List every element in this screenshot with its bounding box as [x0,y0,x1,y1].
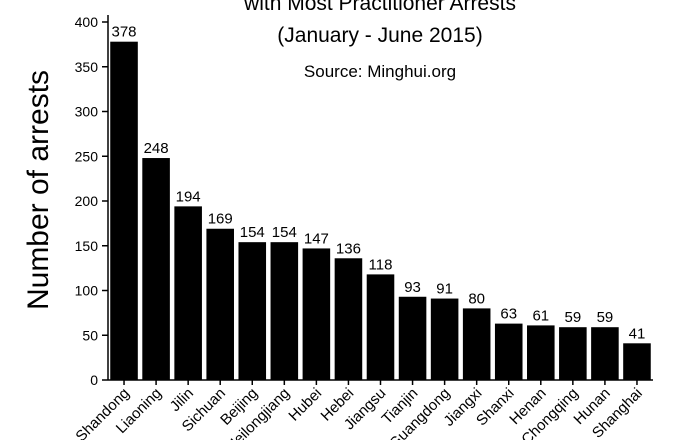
bar [366,274,395,380]
y-tick-label: 300 [75,104,99,120]
bar [334,258,363,380]
bar [559,327,587,380]
bar [174,206,202,380]
y-tick-label: 100 [75,283,99,299]
bar [527,325,555,380]
value-label: 118 [369,256,393,273]
chart-subtitle: (January - June 2015) [277,24,482,47]
bar [494,323,523,380]
y-tick-label: 350 [75,59,99,75]
value-label: 169 [208,211,233,228]
bar [623,343,651,380]
value-label: 378 [112,24,137,41]
value-label: 80 [468,290,485,307]
bar [238,242,267,380]
value-label: 154 [272,224,297,241]
y-tick-label: 150 [75,238,99,254]
value-label: 154 [240,224,265,241]
bar [398,296,427,380]
y-tick-label: 200 [75,193,99,209]
chart-source: Source: Minghui.org [304,62,456,81]
value-label: 59 [597,309,614,326]
bar [270,242,299,380]
value-label: 61 [532,307,549,324]
bar [302,248,331,380]
value-label: 41 [629,325,646,342]
value-label: 248 [144,140,169,157]
value-label: 93 [404,279,421,296]
chart-title: with Most Practitioner Arrests [243,0,516,15]
bar [110,41,138,380]
value-label: 91 [436,281,453,298]
y-tick-label: 0 [90,372,98,388]
value-label: 194 [176,188,201,205]
value-label: 59 [565,309,582,326]
x-tick-label: Hubei [285,385,325,425]
value-label: 136 [336,240,361,257]
bar [462,308,491,380]
bar [430,298,459,380]
y-tick-label: 50 [82,327,98,343]
y-tick-label: 400 [75,14,99,30]
value-label: 147 [304,230,329,247]
bar [142,158,170,380]
bar [206,228,234,380]
y-tick-label: 250 [75,148,99,164]
bar [591,327,619,380]
y-axis-label: Number of arrests [22,70,55,310]
value-label: 63 [500,306,517,323]
